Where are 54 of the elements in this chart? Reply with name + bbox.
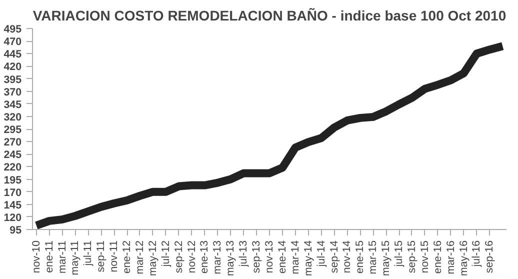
x-tick-label: jul-13 [238, 240, 250, 268]
y-tick-label: 170 [4, 186, 22, 199]
x-tick-label: sep-14 [328, 240, 340, 274]
x-tick-label: mar-12 [134, 240, 146, 274]
x-tick-label: nov-10 [30, 240, 42, 274]
y-tick-label: 195 [4, 174, 22, 186]
x-tick-label: may-16 [458, 240, 470, 276]
x-tick-label: jul-12 [160, 240, 172, 268]
x-tick-label: may-14 [302, 240, 314, 276]
x-tick-label: may-13 [224, 240, 237, 276]
y-tick-label: 245 [4, 149, 22, 162]
x-tick-label: jul-14 [315, 240, 328, 268]
x-tick-label: may-12 [146, 240, 159, 276]
y-tick-label: 445 [4, 48, 22, 61]
x-tick-label: ene-15 [354, 240, 366, 274]
x-tick-label: ene-11 [43, 240, 56, 273]
x-tick-label: nov-15 [418, 240, 431, 274]
x-tick-label: sep-12 [172, 240, 185, 274]
x-tick-label: mar-14 [289, 240, 302, 274]
x-tick-label: jul-15 [393, 240, 406, 268]
x-tick-label: mar-11 [56, 240, 68, 274]
x-tick-label: ene-14 [276, 240, 288, 274]
y-tick-label: 370 [4, 86, 22, 98]
x-tick-label: mar-13 [212, 240, 224, 274]
x-tick-label: nov-12 [186, 240, 198, 274]
x-tick-label: may-15 [380, 240, 392, 276]
y-tick-label: 395 [4, 74, 22, 86]
chart-title: VARIACION COSTO REMODELACION BAÑO - indice base 100 Oct 2010 [32, 8, 506, 24]
y-tick-label: 295 [4, 124, 22, 136]
x-tick-label: nov-11 [108, 240, 120, 272]
x-tick-label: mar-16 [444, 240, 457, 274]
x-tick-label: ene-12 [121, 240, 134, 274]
x-tick-label: jul-16 [470, 240, 483, 268]
y-tick-label: 120 [4, 212, 22, 224]
x-tick-label: ene-13 [198, 240, 211, 274]
y-tick-label: 345 [4, 98, 22, 111]
y-tick-label: 145 [4, 199, 22, 212]
y-tick-label: 495 [4, 24, 22, 36]
y-tick-label: 95 [10, 224, 22, 236]
y-tick-label: 420 [4, 61, 22, 74]
x-tick-label: sep-16 [484, 240, 496, 274]
x-tick-label: mar-15 [367, 240, 380, 274]
y-tick-label: 470 [4, 36, 22, 48]
x-tick-label: sep-13 [250, 240, 263, 274]
x-tick-label: sep-15 [406, 240, 418, 274]
y-tick-label: 220 [4, 162, 22, 174]
x-tick-label: sep-11 [95, 240, 108, 272]
x-tick-label: jul-11 [82, 240, 94, 267]
y-tick-label: 270 [4, 136, 22, 149]
x-tick-label: nov-13 [264, 240, 276, 274]
x-tick-label: nov-14 [341, 240, 354, 274]
x-tick-label: ene-16 [432, 240, 444, 274]
x-tick-label: may-11 [69, 240, 82, 276]
y-tick-label: 320 [4, 111, 22, 124]
